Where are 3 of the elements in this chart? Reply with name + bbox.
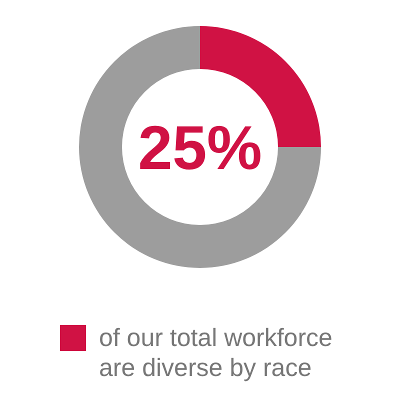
- text: 25%: [138, 114, 262, 183]
- donut-slice: [79, 26, 321, 268]
- legend-label: of our total workforce are diverse by race: [99, 324, 332, 382]
